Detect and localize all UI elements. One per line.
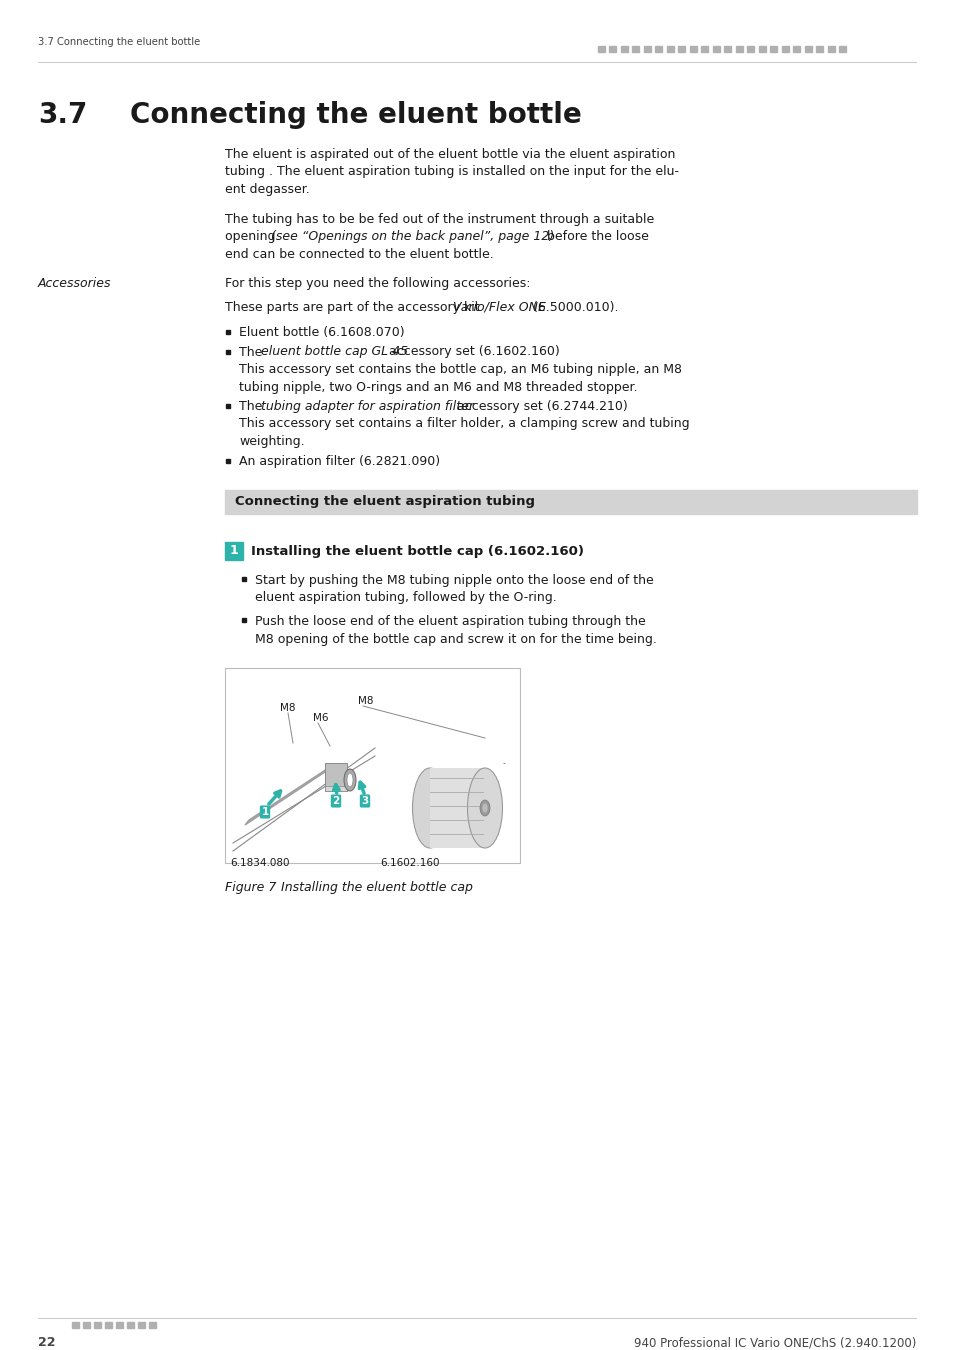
Polygon shape bbox=[245, 765, 333, 825]
Ellipse shape bbox=[479, 801, 490, 815]
Text: These parts are part of the accessory kit: These parts are part of the accessory ki… bbox=[225, 301, 483, 313]
Text: 6.1602.160: 6.1602.160 bbox=[379, 859, 439, 868]
Bar bbox=[643, 46, 650, 53]
Text: For this step you need the following accessories:: For this step you need the following acc… bbox=[225, 277, 530, 290]
Text: Connecting the eluent aspiration tubing: Connecting the eluent aspiration tubing bbox=[234, 495, 535, 509]
Text: opening: opening bbox=[225, 230, 279, 243]
Text: Eluent bottle (6.1608.070): Eluent bottle (6.1608.070) bbox=[239, 325, 404, 339]
Bar bbox=[226, 459, 230, 463]
Bar bbox=[149, 1322, 156, 1328]
Bar bbox=[226, 350, 230, 354]
Bar bbox=[598, 46, 604, 53]
Text: Installing the eluent bottle cap: Installing the eluent bottle cap bbox=[281, 882, 473, 894]
Bar bbox=[226, 404, 230, 408]
Bar bbox=[609, 46, 616, 53]
Text: 1: 1 bbox=[261, 807, 269, 817]
Text: 3.7: 3.7 bbox=[38, 101, 88, 130]
Text: Installing the eluent bottle cap (6.1602.160): Installing the eluent bottle cap (6.1602… bbox=[251, 544, 583, 558]
Bar bbox=[804, 46, 811, 53]
Text: This accessory set contains the bottle cap, an M6 tubing nipple, an M8: This accessory set contains the bottle c… bbox=[239, 363, 681, 377]
Text: before the loose: before the loose bbox=[542, 230, 648, 243]
Text: 22: 22 bbox=[38, 1336, 55, 1349]
Text: tubing adapter for aspiration filter: tubing adapter for aspiration filter bbox=[261, 400, 474, 413]
Text: eluent aspiration tubing, followed by the O-ring.: eluent aspiration tubing, followed by th… bbox=[254, 591, 557, 605]
Bar bbox=[839, 46, 845, 53]
Text: An aspiration filter (6.2821.090): An aspiration filter (6.2821.090) bbox=[239, 455, 439, 467]
Bar bbox=[225, 541, 243, 560]
Bar bbox=[620, 46, 627, 53]
Bar bbox=[225, 490, 916, 514]
Bar bbox=[655, 46, 661, 53]
Text: (see “Openings on the back panel”, page 12): (see “Openings on the back panel”, page … bbox=[271, 230, 554, 243]
Text: Push the loose end of the eluent aspiration tubing through the: Push the loose end of the eluent aspirat… bbox=[254, 616, 645, 628]
Bar bbox=[226, 329, 230, 333]
Text: The tubing has to be be fed out of the instrument through a suitable: The tubing has to be be fed out of the i… bbox=[225, 212, 654, 225]
Text: Vario/Flex ONE: Vario/Flex ONE bbox=[453, 301, 545, 313]
Bar bbox=[83, 1322, 90, 1328]
Bar bbox=[632, 46, 639, 53]
Text: M8: M8 bbox=[357, 697, 374, 706]
Bar bbox=[430, 768, 484, 848]
Bar bbox=[723, 46, 731, 53]
Text: weighting.: weighting. bbox=[239, 435, 304, 448]
Bar bbox=[689, 46, 697, 53]
Bar bbox=[735, 46, 742, 53]
Text: 1: 1 bbox=[230, 544, 238, 558]
Text: The: The bbox=[239, 400, 266, 413]
Text: This accessory set contains a filter holder, a clamping screw and tubing: This accessory set contains a filter hol… bbox=[239, 417, 689, 431]
Bar bbox=[781, 46, 788, 53]
Text: 2: 2 bbox=[332, 796, 339, 806]
Text: M8: M8 bbox=[280, 703, 295, 713]
Bar bbox=[242, 576, 246, 580]
Bar bbox=[325, 763, 347, 791]
Ellipse shape bbox=[347, 774, 353, 787]
Bar bbox=[105, 1322, 112, 1328]
Text: Accessories: Accessories bbox=[38, 277, 112, 290]
Bar bbox=[793, 46, 800, 53]
Bar bbox=[225, 668, 519, 863]
Bar bbox=[94, 1322, 101, 1328]
Bar bbox=[700, 46, 708, 53]
Bar bbox=[712, 46, 720, 53]
Text: Figure 7: Figure 7 bbox=[225, 882, 276, 894]
Text: 940 Professional IC Vario ONE/ChS (2.940.1200): 940 Professional IC Vario ONE/ChS (2.940… bbox=[633, 1336, 915, 1349]
Text: eluent bottle cap GL 45: eluent bottle cap GL 45 bbox=[261, 346, 408, 359]
Bar bbox=[116, 1322, 123, 1328]
Bar bbox=[827, 46, 834, 53]
Text: accessory set (6.2744.210): accessory set (6.2744.210) bbox=[453, 400, 627, 413]
Text: M8 opening of the bottle cap and screw it on for the time being.: M8 opening of the bottle cap and screw i… bbox=[254, 633, 657, 645]
Bar bbox=[816, 46, 822, 53]
Text: 3: 3 bbox=[361, 796, 368, 806]
Bar bbox=[138, 1322, 145, 1328]
Text: end can be connected to the eluent bottle.: end can be connected to the eluent bottl… bbox=[225, 247, 494, 261]
Bar bbox=[71, 1322, 79, 1328]
Text: The: The bbox=[239, 346, 266, 359]
Bar bbox=[242, 618, 246, 622]
Ellipse shape bbox=[467, 768, 502, 848]
Text: 6.1834.080: 6.1834.080 bbox=[230, 859, 289, 868]
Text: ent degasser.: ent degasser. bbox=[225, 184, 310, 196]
Text: tubing . The eluent aspiration tubing is installed on the input for the elu-: tubing . The eluent aspiration tubing is… bbox=[225, 166, 679, 178]
Bar bbox=[127, 1322, 133, 1328]
Ellipse shape bbox=[412, 768, 447, 848]
Text: Start by pushing the M8 tubing nipple onto the loose end of the: Start by pushing the M8 tubing nipple on… bbox=[254, 574, 653, 587]
Bar bbox=[759, 46, 765, 53]
Text: The eluent is aspirated out of the eluent bottle via the eluent aspiration: The eluent is aspirated out of the eluen… bbox=[225, 148, 675, 161]
Text: 3.7 Connecting the eluent bottle: 3.7 Connecting the eluent bottle bbox=[38, 36, 200, 47]
Bar bbox=[747, 46, 754, 53]
Text: accessory set (6.1602.160): accessory set (6.1602.160) bbox=[385, 346, 559, 359]
Bar bbox=[678, 46, 685, 53]
Text: Connecting the eluent bottle: Connecting the eluent bottle bbox=[130, 101, 581, 130]
Bar bbox=[770, 46, 777, 53]
Ellipse shape bbox=[344, 769, 355, 791]
Bar bbox=[325, 786, 347, 791]
Text: M6: M6 bbox=[313, 713, 328, 724]
Text: (6.5000.010).: (6.5000.010). bbox=[529, 301, 618, 313]
Bar bbox=[666, 46, 673, 53]
Ellipse shape bbox=[481, 803, 488, 813]
Text: tubing nipple, two O-rings and an M6 and M8 threaded stopper.: tubing nipple, two O-rings and an M6 and… bbox=[239, 381, 637, 393]
